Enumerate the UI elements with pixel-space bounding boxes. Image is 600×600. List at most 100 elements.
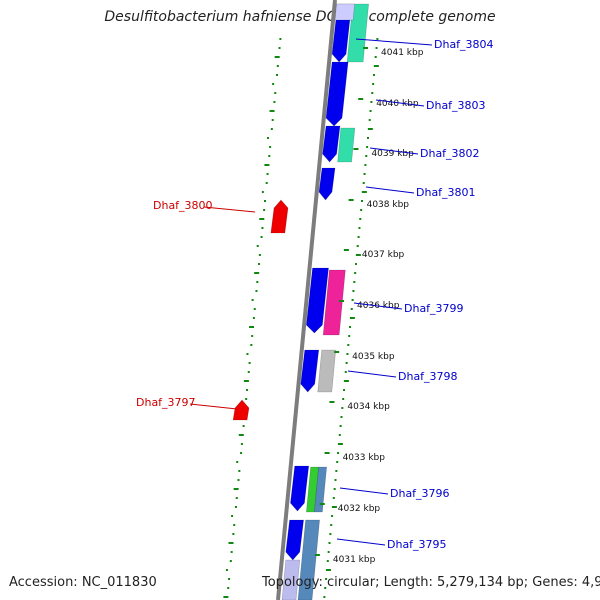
scale-label: 4033 kbp [343, 453, 386, 463]
gc-tick-left [261, 191, 264, 193]
gc-tick-left [242, 425, 245, 427]
gc-tick-left [225, 569, 228, 571]
gc-tick-right [331, 515, 334, 517]
gene-label-dhaf_3803: Dhaf_3803 [426, 99, 486, 112]
gc-tick-right [359, 218, 362, 220]
gc-tick-right [335, 470, 338, 472]
gc-tick-left [258, 263, 261, 265]
feature-tile-lavender [281, 559, 301, 600]
gc-tick-right [349, 326, 352, 328]
gc-tick-right [371, 92, 374, 94]
gc-tick-right [347, 344, 350, 346]
gc-tick-right [355, 254, 361, 256]
gc-tick-left [259, 218, 265, 220]
gc-tick-right [376, 38, 379, 40]
gc-tick-right [323, 596, 326, 598]
gc-tick-left [247, 371, 250, 373]
gc-tick-left [274, 92, 277, 94]
gc-tick-right [363, 173, 366, 175]
gc-tick-right [369, 110, 372, 112]
leader-line [336, 538, 386, 546]
gc-tick-left [255, 290, 258, 292]
gc-tick-right [346, 353, 349, 355]
gc-tick-left [272, 83, 275, 85]
leader-line [355, 38, 433, 46]
gc-tick-left [261, 227, 264, 229]
feature-tile-steel [297, 519, 320, 600]
scale-label: 4039 kbp [371, 149, 414, 159]
accession-text: Accession: NC_011830 [9, 575, 157, 590]
gc-tick-left [274, 56, 280, 58]
gc-tick-right [361, 200, 363, 202]
gc-tick-left [234, 506, 237, 508]
gc-tick-right [325, 578, 328, 580]
cds-arrow [300, 349, 320, 393]
gene-label-dhaf_3796: Dhaf_3796 [390, 487, 450, 500]
gc-tick-right [360, 209, 363, 211]
gc-tick-left [264, 200, 266, 202]
gc-tick-right [356, 245, 359, 247]
gc-tick-right [358, 227, 361, 229]
gc-tick-left [233, 488, 239, 490]
gc-tick-right [324, 587, 327, 589]
gc-tick-left [276, 65, 279, 67]
gc-tick-right [329, 533, 332, 535]
scale-label: 4040 kbp [376, 99, 419, 109]
gene-label-dhaf_3795: Dhaf_3795 [387, 538, 447, 551]
gc-tick-left [227, 587, 230, 589]
gc-tick-left [253, 308, 256, 310]
topology-text: Topology: circular; Length: 5,279,134 bp… [262, 575, 600, 590]
gc-tick-left [249, 326, 255, 328]
scale-label: 4041 kbp [381, 48, 424, 58]
gc-tick-left [231, 515, 234, 517]
gc-tick-left [228, 578, 231, 580]
gc-tick-right [362, 182, 365, 184]
gc-tick-right [343, 380, 349, 382]
gc-tick-left [251, 299, 254, 301]
gene-label-dhaf_3804: Dhaf_3804 [434, 38, 494, 51]
gc-tick-left [264, 164, 270, 166]
gc-tick-right [341, 407, 344, 409]
gc-tick-left [256, 245, 259, 247]
gene-label-dhaf_3801: Dhaf_3801 [416, 186, 476, 199]
leader-line [339, 487, 389, 495]
cds-arrow [318, 167, 336, 201]
gc-tick-right [350, 308, 353, 310]
gc-tick-left [271, 119, 274, 121]
gene-label-layer: Dhaf_3804 Dhaf_3803 Dhaf_3802 Dhaf_3801 Dhaf… [136, 38, 494, 551]
gc-tick-left [273, 101, 276, 103]
gc-tick-right [351, 299, 354, 301]
gc-tick-right [366, 137, 369, 139]
gc-tick-left [269, 146, 272, 148]
gc-tick-left [250, 344, 253, 346]
gc-tick-left [245, 398, 248, 400]
gc-tick-left [230, 551, 233, 553]
gc-tick-right [326, 560, 329, 562]
gc-tick-right [364, 164, 367, 166]
gc-tick-left [240, 443, 243, 445]
cds-arrow [290, 465, 310, 512]
gc-tick-right [370, 101, 373, 103]
gc-tick-right [325, 569, 331, 571]
gc-tick-left [246, 389, 249, 391]
gc-tick-right [333, 488, 336, 490]
gc-tick-right [354, 272, 357, 274]
gc-tick-right [342, 398, 345, 400]
scale-label: 4038 kbp [367, 200, 410, 210]
scale-label: 4032 kbp [338, 504, 381, 514]
gc-tick-left [258, 254, 261, 256]
gc-tick-right [368, 119, 371, 121]
gc-tick-left [232, 533, 235, 535]
leader-line [375, 99, 425, 107]
gene-label-dhaf_3802: Dhaf_3802 [420, 147, 480, 160]
leader-line [347, 370, 397, 378]
feature-tile-lavender [334, 3, 355, 21]
gc-tick-right [330, 524, 333, 526]
gc-tick-left [260, 236, 263, 238]
gc-tick-left [229, 560, 232, 562]
gc-tick-left [238, 470, 241, 472]
gc-tick-right [332, 497, 335, 499]
gc-tick-right [373, 65, 379, 67]
scale-label: 4037 kbp [362, 250, 405, 260]
gc-tick-left [236, 461, 239, 463]
